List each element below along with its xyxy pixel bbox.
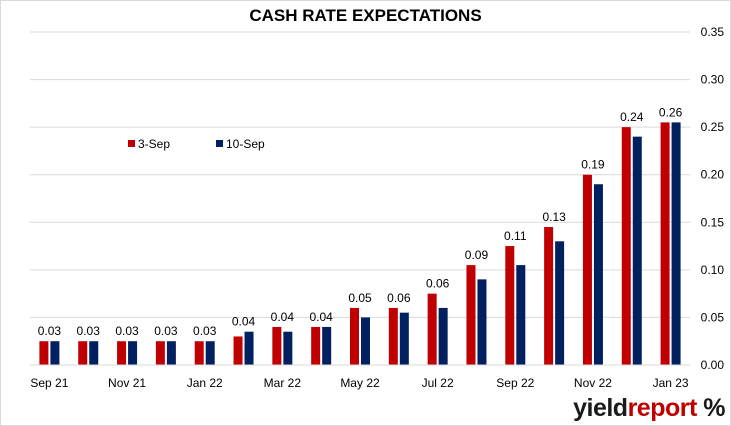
data-label: 0.09 [465,248,489,262]
bar-series-1 [466,265,476,365]
bar-series-1 [311,326,321,365]
bar-series-1 [39,341,49,365]
y-tick-label: 0.20 [701,168,725,182]
bar-series-2 [671,122,681,365]
bars [39,122,681,366]
x-tick-label: Jul 22 [422,376,454,390]
bar-series-1 [233,336,243,365]
bar-series-1 [117,341,127,365]
bar-series-2 [89,341,99,365]
data-label: 0.06 [426,277,450,291]
bar-series-2 [244,331,254,365]
data-labels: 0.03 0.03 0.03 0.03 0.03 0.04 0.04 0.04 0.05 0.06… [38,105,683,338]
bar-series-2 [322,326,332,365]
bar-series-2 [438,307,448,365]
data-label: 0.05 [348,291,372,305]
data-label: 0.03 [193,324,217,338]
bar-series-1 [544,227,554,365]
bar-series-1 [194,341,204,365]
y-tick-label: 0.35 [701,25,725,39]
logo-yield: yield [573,394,628,422]
bar-series-1 [505,246,515,365]
data-label: 0.03 [38,324,62,338]
bar-series-2 [399,312,409,365]
y-tick-label: 0.25 [701,120,725,134]
bar-series-2 [166,341,176,365]
data-label: 0.03 [115,324,139,338]
legend-swatch [128,140,135,147]
legend: 3-Sep 10-Sep [128,137,265,151]
data-label: 0.04 [232,315,256,329]
bar-series-1 [621,127,631,366]
legend-swatch [216,140,223,147]
data-label: 0.06 [387,291,411,305]
bar-series-1 [272,326,282,365]
x-tick-label: May 22 [340,376,380,390]
y-tick-label: 0.05 [701,310,725,324]
data-label: 0.26 [659,105,683,119]
bar-series-1 [660,122,670,365]
y-tick-label: 0.00 [701,358,725,372]
bar-series-2 [555,241,565,365]
bar-series-1 [582,174,592,365]
bar-series-2 [128,341,138,365]
x-tick-label: Nov 21 [108,376,146,390]
bar-series-2 [205,341,215,365]
bar-series-2 [593,184,603,365]
x-tick-label: Jan 23 [653,376,689,390]
bar-series-2 [516,265,526,365]
data-label: 0.19 [581,158,605,172]
y-tick-label: 0.30 [701,73,725,87]
bar-series-1 [78,341,88,365]
bar-series-2 [50,341,60,365]
bar-series-1 [427,293,437,365]
data-label: 0.03 [154,324,178,338]
bar-series-2 [361,317,370,365]
bar-series-2 [477,279,487,365]
bar-series-1 [155,341,165,365]
x-tick-label: Mar 22 [264,376,302,390]
data-label: 0.11 [504,229,527,243]
data-label: 0.24 [620,110,644,124]
axes: 0.00 0.05 0.10 0.15 0.20 0.25 0.30 0.35 Sep 21 No… [30,25,724,390]
gridlines [30,31,690,318]
data-label: 0.13 [542,210,566,224]
y-tick-label: 0.15 [701,215,725,229]
x-tick-label: Sep 22 [496,376,534,390]
y-tick-label: 0.10 [701,263,725,277]
bar-series-1 [350,307,359,365]
data-label: 0.04 [309,310,333,324]
x-tick-label: Nov 22 [574,376,612,390]
yieldreport-logo: yieldreport % [573,394,725,423]
legend-label: 3-Sep [138,137,170,151]
data-label: 0.03 [77,324,101,338]
bar-series-1 [388,307,398,365]
logo-percent: % [703,394,725,422]
data-label: 0.04 [271,310,295,324]
logo-report: report [627,394,698,422]
x-tick-label: Jan 22 [187,376,223,390]
x-tick-label: Sep 21 [30,376,68,390]
legend-label: 10-Sep [226,137,265,151]
chart-title: CASH RATE EXPECTATIONS [249,6,482,25]
bar-series-2 [632,136,642,365]
bar-series-2 [283,331,293,365]
